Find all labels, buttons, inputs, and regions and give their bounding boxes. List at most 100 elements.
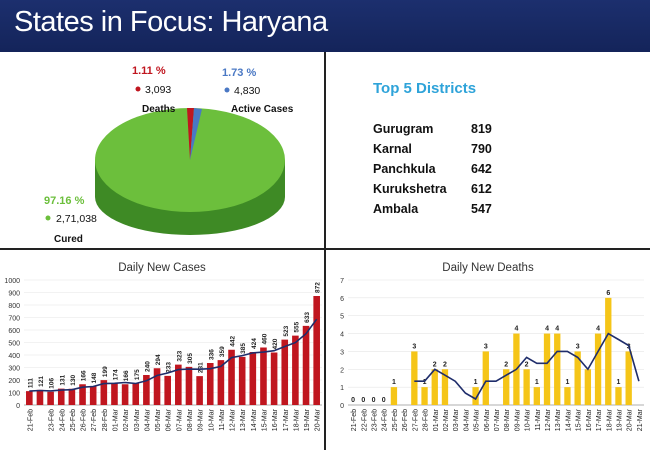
bar [503, 369, 510, 405]
x-tick-label: 16-Mar [272, 408, 279, 431]
x-tick-label: 21-Feb [27, 409, 34, 431]
y-tick-label: 0 [16, 403, 20, 410]
bar [421, 387, 428, 405]
data-label: 199 [102, 366, 109, 377]
bar [292, 335, 299, 405]
x-tick-label: 26-Feb [402, 409, 409, 431]
district-name: Karnal [373, 142, 412, 156]
data-label: 633 [304, 312, 311, 323]
data-label: 0 [361, 397, 365, 404]
x-tick-label: 11-Mar [219, 408, 226, 430]
data-label: 231 [198, 362, 205, 373]
x-tick-label: 20-Mar [315, 408, 322, 431]
x-tick-label: 07-Mar [176, 408, 183, 431]
x-tick-label: 20-Mar [627, 408, 634, 431]
district-value: 547 [471, 202, 492, 216]
y-tick-label: 4 [340, 332, 344, 339]
data-label: 175 [134, 369, 141, 380]
bar [164, 375, 171, 405]
x-tick-label: 09-Mar [198, 408, 205, 431]
x-tick-label: 01-Mar [112, 408, 119, 431]
x-tick-label: 27-Feb [91, 409, 98, 431]
bar [196, 376, 203, 405]
x-tick-label: 04-Mar [144, 408, 151, 431]
data-label: 523 [283, 325, 290, 336]
x-tick-label: 12-Mar [230, 408, 237, 431]
bar [36, 389, 44, 405]
data-label: 240 [144, 361, 151, 372]
x-tick-label: 12-Mar [545, 408, 552, 431]
bar [302, 325, 310, 405]
bar [185, 366, 193, 405]
y-tick-label: 3 [340, 349, 344, 356]
bar [228, 349, 235, 405]
data-label: 4 [596, 326, 600, 333]
x-tick-label: 23-Feb [372, 409, 379, 431]
cured-dot [45, 215, 51, 221]
bar [554, 333, 561, 405]
data-label: 0 [351, 397, 355, 404]
pie-slice-active [190, 108, 202, 160]
x-tick-label: 24-Feb [382, 409, 389, 431]
data-label: 460 [261, 333, 268, 344]
bar [47, 391, 54, 405]
district-row: Ambala 547 [373, 202, 511, 222]
bar [431, 369, 438, 405]
district-row: Panchkula 642 [373, 162, 511, 182]
district-value: 819 [471, 122, 492, 136]
x-tick-label: 18-Mar [606, 408, 613, 431]
x-tick-label: 06-Mar [166, 408, 173, 431]
trend-line [414, 332, 640, 401]
data-label: 1 [423, 379, 427, 386]
data-label: 323 [176, 350, 183, 361]
bar [574, 351, 581, 405]
x-tick-label: 17-Mar [283, 408, 290, 431]
x-tick-label: 17-Mar [596, 408, 603, 431]
x-tick-label: 22-Feb [361, 409, 368, 431]
y-tick-label: 5 [340, 314, 344, 321]
bar [238, 356, 246, 405]
header-banner: States in Focus: Haryana [0, 0, 650, 52]
data-label: 148 [91, 372, 98, 383]
bar [26, 391, 33, 405]
district-value: 642 [471, 162, 492, 176]
y-tick-label: 1000 [4, 278, 20, 285]
data-label: 336 [208, 349, 215, 360]
x-tick-label: 28-Feb [423, 409, 430, 431]
data-label: 420 [272, 338, 279, 349]
active-pct: 1.73 % [222, 67, 256, 79]
data-label: 166 [123, 370, 130, 381]
bar [270, 352, 278, 405]
horizontal-divider [0, 248, 650, 250]
data-label: 166 [81, 370, 88, 381]
data-label: 4 [555, 326, 559, 333]
x-tick-label: 25-Feb [392, 409, 399, 431]
bar [594, 333, 602, 405]
data-label: 555 [293, 321, 300, 332]
x-tick-label: 23-Feb [49, 409, 56, 431]
x-tick-label: 02-Mar [123, 408, 130, 431]
bar [441, 369, 449, 405]
y-tick-label: 1 [340, 385, 344, 392]
y-tick-label: 500 [8, 341, 20, 348]
data-label: 385 [240, 343, 247, 354]
data-label: 305 [187, 353, 194, 364]
data-label: 1 [392, 379, 396, 386]
deaths-label: Deaths [142, 104, 176, 115]
x-tick-label: 27-Feb [412, 409, 419, 431]
deaths-pct: 1.11 % [132, 65, 166, 77]
bar [217, 360, 225, 405]
x-tick-label: 19-Mar [616, 408, 623, 431]
data-label: 424 [251, 338, 258, 349]
x-tick-label: 25-Feb [70, 409, 77, 431]
deaths-count: 3,093 [145, 84, 171, 96]
deaths-dot [135, 86, 141, 92]
cured-count: 2,71,038 [56, 213, 97, 225]
bar [121, 384, 129, 405]
y-tick-label: 200 [8, 378, 20, 385]
district-name: Panchkula [373, 162, 436, 176]
chart-title: Daily New Deaths [442, 262, 534, 274]
data-label: 106 [49, 378, 56, 389]
bar [57, 388, 65, 405]
x-tick-label: 05-Mar [474, 408, 481, 431]
